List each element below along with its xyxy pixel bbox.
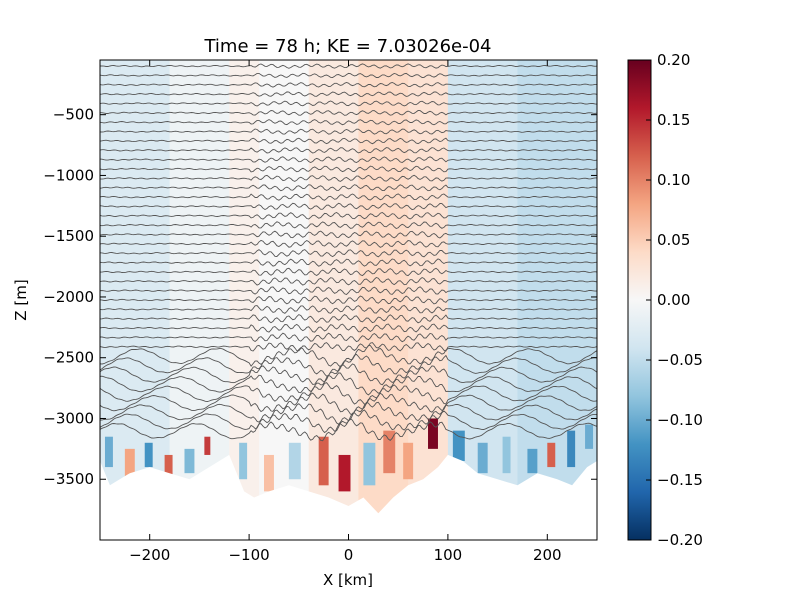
contour-line-36 xyxy=(100,392,597,416)
y-tick-label: −3500 xyxy=(43,470,94,488)
colorbar-tick-label: 0.10 xyxy=(657,171,690,189)
bottom-patch-15 xyxy=(452,430,465,462)
contour-line-9 xyxy=(100,147,597,154)
bottom-patch-4 xyxy=(184,448,195,474)
contour-line-33 xyxy=(100,363,597,386)
bottom-patch-8 xyxy=(288,442,301,480)
contour-line-26 xyxy=(100,304,597,314)
colorbar-tick-label: 0.15 xyxy=(657,111,690,129)
seafloor-mask xyxy=(100,454,597,540)
contour-line-7 xyxy=(100,128,597,135)
contour-line-28 xyxy=(100,323,597,333)
y-tick-label: −2500 xyxy=(43,349,94,367)
x-tick-label: −100 xyxy=(228,546,269,564)
contour-line-19 xyxy=(100,239,597,248)
y-tick-label: −3000 xyxy=(43,409,94,427)
bottom-patch-6 xyxy=(239,442,248,480)
x-axis: −200 −100 0 100 200 xyxy=(129,60,562,564)
contour-line-6 xyxy=(100,119,597,126)
colorbar-tick-label: 0.20 xyxy=(657,51,690,69)
bottom-patch-13 xyxy=(403,442,414,480)
x-tick-label: 0 xyxy=(344,546,354,564)
contour-line-34 xyxy=(100,372,597,396)
contour-line-0 xyxy=(100,63,597,69)
contour-line-29 xyxy=(100,332,597,343)
bottom-patch-17 xyxy=(502,436,511,474)
contour-line-35 xyxy=(100,382,597,405)
y-tick-label: −500 xyxy=(53,106,94,124)
colorbar-tick-label: −0.15 xyxy=(657,471,703,489)
colorbar-tick-label: 0.00 xyxy=(657,291,690,309)
contour-line-5 xyxy=(100,110,597,116)
field-column-6 xyxy=(408,60,449,540)
x-axis-label: X [km] xyxy=(323,571,373,589)
contour-line-25 xyxy=(100,295,597,305)
bottom-patch-12 xyxy=(383,430,396,474)
contour-line-10 xyxy=(100,156,597,164)
contour-line-22 xyxy=(100,267,597,277)
contour-line-39 xyxy=(100,418,597,442)
bottom-patch-18 xyxy=(527,448,538,474)
contour-line-11 xyxy=(100,165,597,173)
colorbar-tick-label: 0.05 xyxy=(657,231,690,249)
bottom-patch-16 xyxy=(477,442,488,474)
bottom-patch-11 xyxy=(363,442,376,486)
contour-line-23 xyxy=(100,276,597,286)
contour-line-16 xyxy=(100,211,597,220)
y-tick-label: −2000 xyxy=(43,288,94,306)
y-axis: −500 −1000 −1500 −2000 −2500 −3000 −3500 xyxy=(43,106,597,488)
contour-line-17 xyxy=(100,221,597,230)
contour-line-13 xyxy=(100,184,597,192)
contour-line-20 xyxy=(100,249,597,258)
contour-line-14 xyxy=(100,193,597,201)
contour-line-30 xyxy=(100,342,597,352)
colorbar-tick-label: −0.10 xyxy=(657,411,703,429)
contour-line-24 xyxy=(100,286,597,296)
topography-mask xyxy=(100,454,597,540)
bottom-patches xyxy=(104,418,594,492)
bottom-patch-9 xyxy=(318,436,329,486)
bottom-patch-0 xyxy=(104,436,113,468)
bottom-patch-14 xyxy=(428,418,438,449)
contour-line-21 xyxy=(100,258,597,267)
contour-line-8 xyxy=(100,137,597,145)
contour-line-32 xyxy=(100,353,597,377)
colorbar-tick-label: −0.20 xyxy=(657,531,703,549)
y-tick-label: −1500 xyxy=(43,227,94,245)
bottom-patch-3 xyxy=(164,454,173,477)
bottom-patch-19 xyxy=(547,442,556,468)
density-contours xyxy=(100,63,597,442)
chart-title: Time = 78 h; KE = 7.03026e-04 xyxy=(203,36,491,57)
bottom-patch-7 xyxy=(264,454,274,492)
contour-line-12 xyxy=(100,174,597,182)
colorbar-tick-label: −0.05 xyxy=(657,351,703,369)
bottom-patch-5 xyxy=(204,436,211,455)
bottom-patch-2 xyxy=(144,442,153,468)
contour-line-18 xyxy=(100,230,597,239)
y-tick-label: −1000 xyxy=(43,166,94,184)
bottom-patch-20 xyxy=(567,430,576,468)
contour-line-27 xyxy=(100,314,597,324)
contour-line-31 xyxy=(100,345,597,368)
x-tick-label: 200 xyxy=(533,546,562,564)
bottom-patch-21 xyxy=(585,424,594,449)
contour-line-2 xyxy=(100,82,597,88)
bottom-patch-1 xyxy=(124,448,135,480)
contour-line-3 xyxy=(100,91,597,97)
contour-line-4 xyxy=(100,100,597,107)
x-tick-label: −200 xyxy=(129,546,170,564)
y-axis-label: Z [m] xyxy=(12,279,30,320)
bottom-patch-10 xyxy=(338,454,351,492)
contour-line-15 xyxy=(100,202,597,211)
x-tick-label: 100 xyxy=(434,546,463,564)
contour-line-1 xyxy=(100,72,597,78)
colorbar-ticks: 0.20 0.15 0.10 0.05 0.00 −0.05 −0.10 −0.15 −0.20 xyxy=(646,51,703,549)
